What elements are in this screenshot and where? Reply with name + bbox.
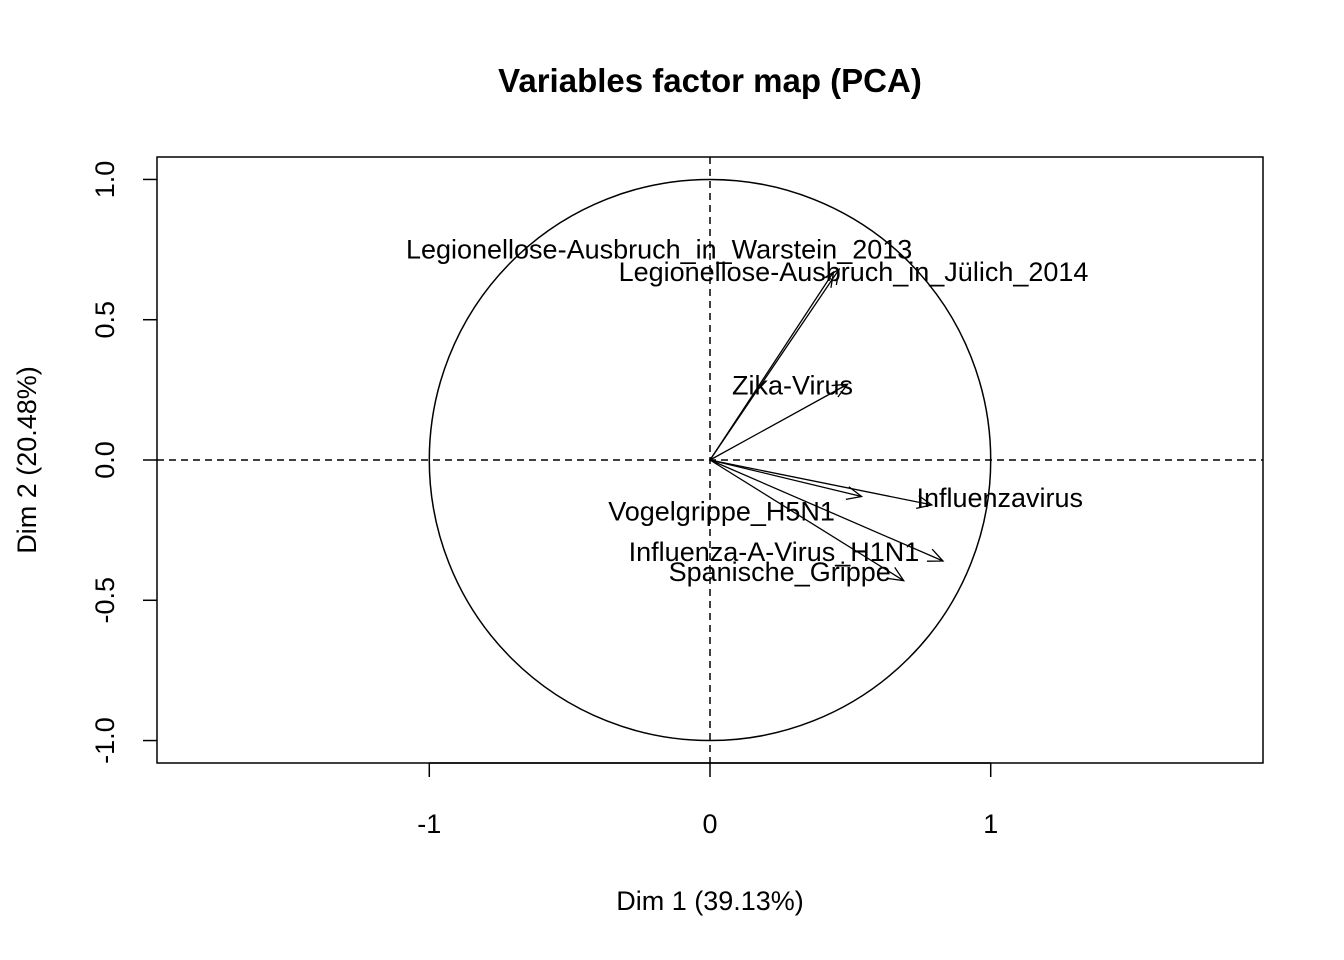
variable-arrow-line	[709, 459, 905, 582]
variable-label: Influenza-A-Virus_H1N1	[629, 537, 920, 567]
variable-label: Spanische_Grippe	[669, 557, 891, 587]
plot-area: Legionellose-Ausbruch_in_Warstein_2013Le…	[157, 157, 1263, 763]
variable-label: Zika-Virus	[732, 370, 853, 400]
x-tick-label: 0	[702, 809, 717, 839]
variable-arrow-line	[709, 383, 848, 461]
y-tick-label: 0.0	[90, 441, 120, 479]
x-axis-label: Dim 1 (39.13%)	[616, 886, 804, 916]
variable-label: Legionellose-Ausbruch_in_Warstein_2013	[406, 234, 912, 264]
y-axis-label: Dim 2 (20.48%)	[12, 366, 42, 554]
variable-arrow-head	[887, 567, 906, 582]
variable-arrow-line	[709, 459, 932, 506]
variable-label: Legionellose-Ausbruch_in_Jülich_2014	[619, 257, 1089, 287]
chart-title: Variables factor map (PCA)	[498, 62, 922, 99]
y-tick-label: -0.5	[90, 577, 120, 624]
variable-arrow-head	[819, 270, 835, 288]
y-axis: -1.0 -0.5 0.0 0.5 1.0	[90, 161, 157, 764]
y-tick-label: 0.5	[90, 301, 120, 339]
x-axis: -1 0 1	[417, 762, 998, 839]
variable-arrow-head	[926, 548, 945, 562]
y-tick-label: 1.0	[90, 161, 120, 199]
variable-label: Vogelgrippe_H5N1	[608, 497, 835, 527]
variable-arrow-line	[709, 459, 862, 498]
variable-arrow-head	[916, 495, 934, 510]
x-tick-label: 1	[983, 809, 998, 839]
y-tick-label: -1.0	[90, 717, 120, 764]
variable-label: Influenzavirus	[916, 483, 1083, 513]
variable-arrow-line	[709, 459, 944, 562]
x-tick-label: -1	[417, 809, 441, 839]
variable-arrow-head	[831, 383, 849, 398]
variable-arrow-line	[709, 271, 835, 461]
variable-arrow-head	[845, 486, 864, 501]
